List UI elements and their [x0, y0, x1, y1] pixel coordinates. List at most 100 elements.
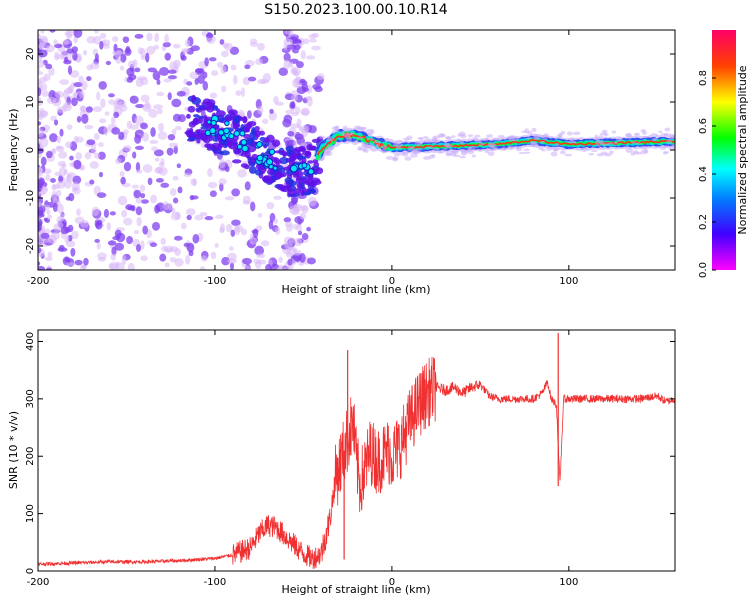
noise-blob [38, 222, 42, 232]
noise-blob [202, 81, 209, 91]
noise-blob [94, 238, 100, 243]
noise-blob [38, 265, 46, 270]
noise-blob [97, 142, 104, 148]
band-speckle [560, 130, 566, 135]
noise-blob [282, 266, 291, 270]
noise-blob [285, 224, 293, 232]
noise-blob [200, 266, 206, 270]
chart-title: S150.2023.100.00.10.R14 [264, 2, 447, 18]
noise-blob [207, 168, 213, 178]
noise-blob [126, 76, 134, 83]
noise-blob [52, 202, 58, 213]
noise-blob [135, 77, 144, 88]
noise-blob [156, 79, 161, 85]
spectrogram-y-tick-label: 10 [25, 96, 36, 109]
band-blob [295, 175, 303, 184]
noise-blob [81, 113, 89, 124]
noise-blob [168, 142, 179, 148]
band-blob [293, 147, 303, 153]
snr-y-tick-label: 0 [25, 568, 36, 574]
noise-blob [119, 65, 125, 71]
noise-blob [154, 32, 160, 43]
noise-blob [296, 118, 302, 129]
noise-blob [292, 252, 303, 262]
noise-blob [294, 106, 301, 114]
band-speckle [474, 134, 481, 138]
noise-blob [262, 118, 269, 125]
noise-blob [98, 171, 104, 178]
band-blob [215, 110, 226, 118]
band-blob [195, 103, 200, 108]
band-peak [233, 130, 241, 137]
noise-blob [47, 251, 53, 259]
snr-y-tick-label: 300 [25, 389, 36, 408]
noise-blob [274, 226, 281, 235]
noise-blob [312, 83, 322, 90]
band-speckle [401, 151, 410, 155]
colorbar-gradient [712, 30, 736, 270]
noise-blob [38, 96, 42, 103]
noise-blob [153, 149, 164, 157]
band-speckle [356, 126, 361, 129]
band-blob [311, 179, 322, 186]
spectrogram-y-tick-label: -20 [25, 238, 36, 254]
band-speckle [525, 137, 534, 140]
noise-blob [135, 197, 142, 204]
noise-blob [129, 124, 139, 130]
band-blob [315, 167, 324, 175]
noise-blob [181, 222, 187, 230]
colorbar-tick-label: 0.6 [698, 118, 709, 134]
band-blob [254, 169, 263, 176]
noise-blob [114, 242, 125, 251]
noise-blob [134, 33, 144, 39]
noise-blob [167, 69, 177, 74]
noise-blob [53, 119, 59, 126]
noise-blob [159, 253, 167, 262]
noise-blob [38, 70, 44, 76]
noise-blob [225, 223, 233, 233]
noise-blob [121, 254, 127, 265]
noise-blob [38, 147, 44, 154]
noise-blob [221, 85, 227, 93]
noise-blob [160, 182, 170, 188]
noise-blob [154, 157, 160, 162]
noise-blob [70, 247, 76, 257]
noise-blob [135, 161, 141, 172]
noise-blob [54, 171, 61, 177]
band-peak [256, 141, 263, 148]
band-blob [201, 101, 210, 106]
noise-blob [242, 200, 251, 205]
band-speckle [588, 152, 595, 156]
band-speckle [428, 154, 436, 159]
band-peak [289, 164, 298, 173]
noise-blob [157, 131, 168, 140]
noise-blob [221, 256, 230, 266]
band-speckle [450, 151, 457, 157]
band-speckle [539, 134, 545, 138]
snr-data [38, 332, 675, 569]
noise-blob [69, 162, 75, 167]
noise-blob [171, 98, 182, 108]
noise-blob [38, 241, 44, 246]
noise-blob [80, 264, 87, 269]
noise-blob [93, 30, 100, 34]
noise-blob [56, 145, 63, 150]
band-speckle [445, 152, 453, 156]
noise-blob [232, 74, 238, 85]
noise-blob [150, 194, 158, 204]
noise-blob [249, 236, 257, 245]
noise-blob [210, 70, 219, 76]
noise-blob [63, 39, 73, 45]
noise-blob [157, 108, 163, 115]
spectrogram-y-tick-label: 20 [25, 48, 36, 61]
band-speckle [352, 140, 358, 146]
band-speckle [581, 147, 588, 153]
noise-blob [218, 178, 227, 186]
noise-blob [297, 216, 303, 225]
spectrogram-y-tick-label: -10 [25, 190, 36, 206]
band-speckle [533, 135, 540, 141]
noise-blob [282, 118, 292, 128]
noise-blob [190, 45, 200, 52]
noise-blob [223, 42, 233, 51]
noise-blob [247, 76, 257, 82]
